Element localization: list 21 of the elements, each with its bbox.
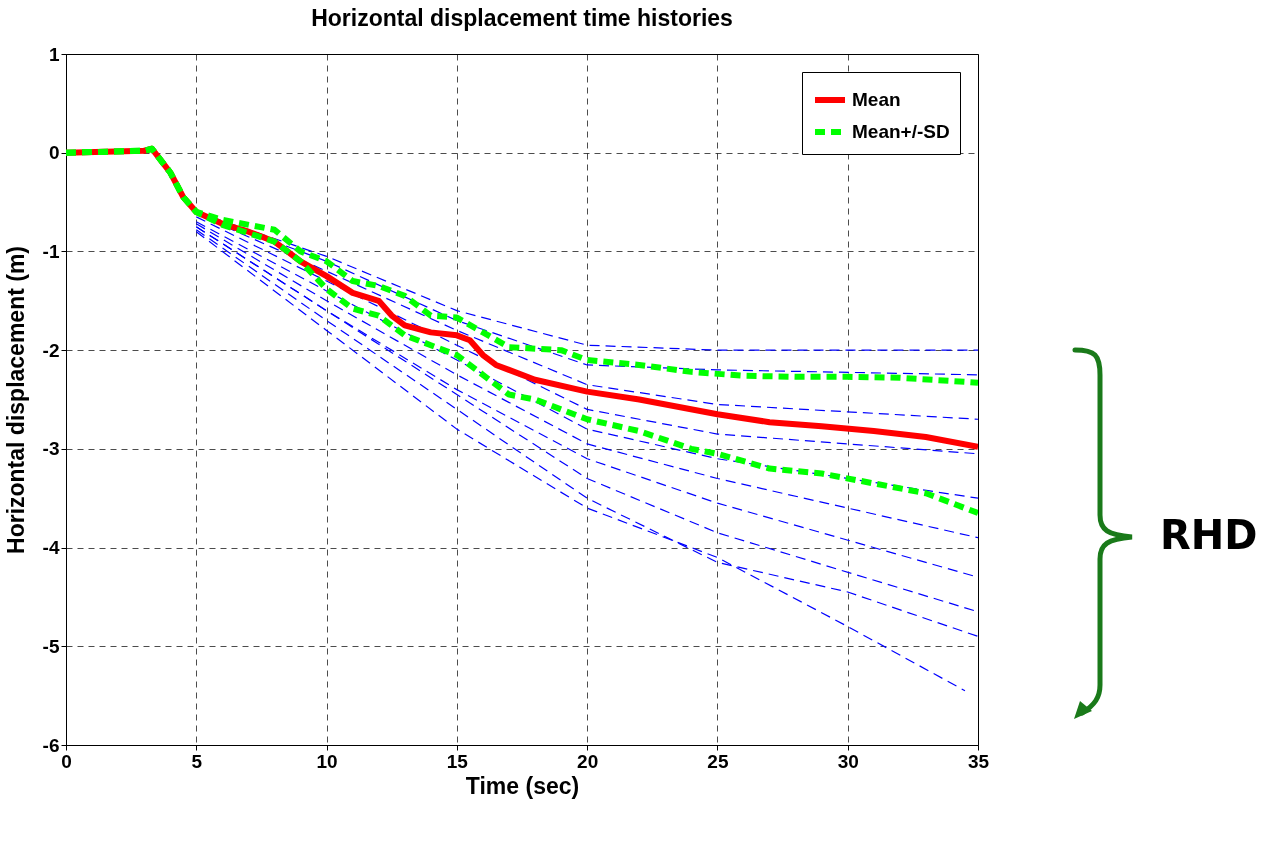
x-tick-label: 30 — [837, 750, 859, 772]
x-tick-label: 15 — [446, 750, 469, 772]
y-tick-label: -5 — [42, 635, 60, 657]
x-axis-title: Time (sec) — [465, 772, 580, 799]
text: RHD — [1160, 512, 1258, 558]
y-tick-label: -1 — [42, 240, 60, 262]
x-tick-label: 10 — [316, 750, 338, 772]
y-axis-title: Horizontal displacement (m) — [2, 246, 29, 554]
y-tick-label: -3 — [42, 438, 60, 460]
x-tick-label: 5 — [191, 750, 203, 772]
x-tick-label: 25 — [707, 750, 729, 772]
x-tick-label: 35 — [967, 750, 990, 772]
y-tick-label: -4 — [42, 537, 60, 559]
y-tick-label: 1 — [48, 43, 60, 65]
x-tick-label: 20 — [577, 750, 599, 772]
y-tick-label: -2 — [42, 339, 60, 361]
y-tick-label: 0 — [48, 142, 60, 164]
legend-label: Mean+/-SD — [852, 121, 950, 142]
chart-title: Horizontal displacement time histories — [311, 5, 733, 31]
y-tick-label: -6 — [42, 734, 60, 756]
legend-label: Mean — [852, 89, 901, 110]
